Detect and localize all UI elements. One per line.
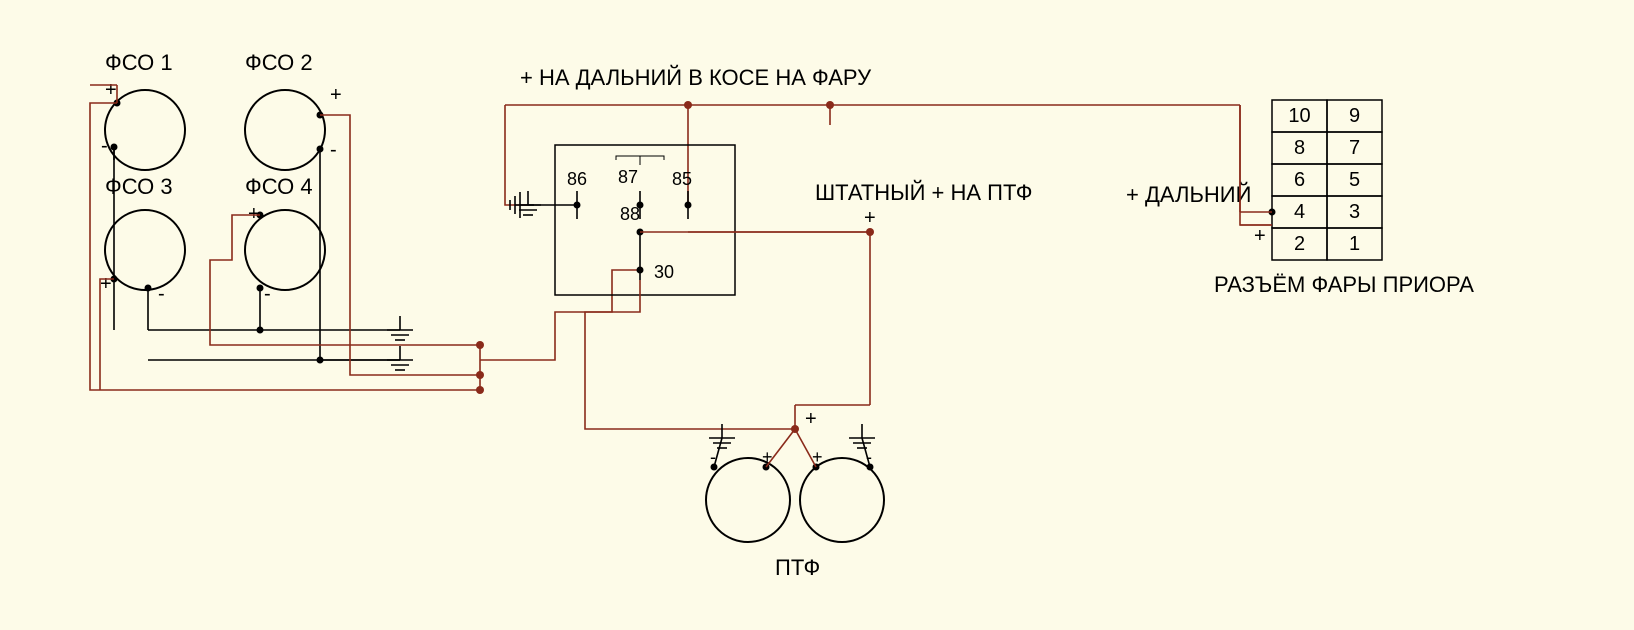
svg-text:+ НА ДАЛЬНИЙ В КОСЕ НА ФАРУ: + НА ДАЛЬНИЙ В КОСЕ НА ФАРУ <box>520 65 872 90</box>
svg-text:-: - <box>101 135 108 157</box>
svg-text:+: + <box>864 207 876 229</box>
svg-text:1: 1 <box>1349 233 1360 255</box>
svg-text:4: 4 <box>1294 201 1305 223</box>
ptf-lamp-1 <box>706 458 790 542</box>
svg-text:+: + <box>330 84 342 106</box>
svg-text:-: - <box>330 139 337 161</box>
svg-text:ФСО 1: ФСО 1 <box>105 50 173 75</box>
svg-text:10: 10 <box>1288 105 1310 127</box>
svg-text:+: + <box>1254 225 1266 247</box>
svg-text:ПТФ: ПТФ <box>775 555 820 580</box>
svg-text:6: 6 <box>1294 169 1305 191</box>
svg-text:+ ДАЛЬНИЙ: + ДАЛЬНИЙ <box>1126 182 1251 207</box>
svg-text:+: + <box>105 79 117 101</box>
svg-text:85: 85 <box>672 169 692 189</box>
svg-text:7: 7 <box>1349 137 1360 159</box>
ptf-lamp-2 <box>800 458 884 542</box>
fso-lamp-2 <box>245 90 325 170</box>
svg-text:88: 88 <box>620 204 640 224</box>
svg-text:87: 87 <box>618 167 638 187</box>
svg-text:30: 30 <box>654 262 674 282</box>
svg-text:ШТАТНЫЙ + НА ПТФ: ШТАТНЫЙ + НА ПТФ <box>815 180 1032 205</box>
svg-text:ФСО 4: ФСО 4 <box>245 174 313 199</box>
svg-text:РАЗЪЁМ ФАРЫ ПРИОРА: РАЗЪЁМ ФАРЫ ПРИОРА <box>1214 272 1474 297</box>
svg-text:ФСО 2: ФСО 2 <box>245 50 313 75</box>
svg-text:+: + <box>100 273 112 295</box>
svg-text:3: 3 <box>1349 201 1360 223</box>
svg-text:2: 2 <box>1294 233 1305 255</box>
svg-text:-: - <box>158 283 165 305</box>
svg-text:8: 8 <box>1294 137 1305 159</box>
svg-text:5: 5 <box>1349 169 1360 191</box>
svg-text:9: 9 <box>1349 105 1360 127</box>
svg-text:-: - <box>264 283 271 305</box>
wiring-diagram: ФСО 1+-ФСО 2+-ФСО 3+-ФСО 4+-+ НА ДАЛЬНИЙ… <box>0 0 1634 630</box>
svg-text:86: 86 <box>567 169 587 189</box>
svg-text:+: + <box>805 408 817 430</box>
relay <box>555 145 735 295</box>
svg-text:ФСО 3: ФСО 3 <box>105 174 173 199</box>
